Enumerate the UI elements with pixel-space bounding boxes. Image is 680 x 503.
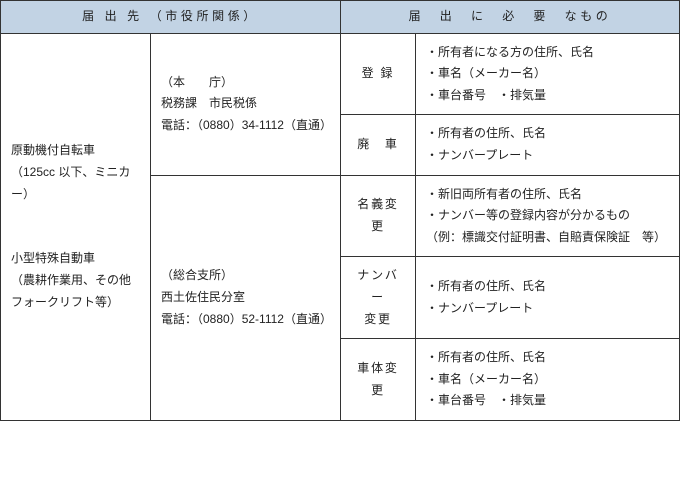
r1-i1: ・所有者になる方の住所、氏名 xyxy=(426,42,669,64)
r5-i3: ・車台番号 ・排気量 xyxy=(426,390,669,412)
req-disposal: ・所有者の住所、氏名 ・ナンバープレート xyxy=(416,115,680,175)
req-numberchange: ・所有者の住所、氏名 ・ナンバープレート xyxy=(416,257,680,339)
header-left: 届 出 先 （市役所関係） xyxy=(1,1,341,34)
r5-i2: ・車名（メーカー名） xyxy=(426,369,669,391)
header-row: 届 出 先 （市役所関係） 届 出 に 必 要 なもの xyxy=(1,1,680,34)
r2-i2: ・ナンバープレート xyxy=(426,145,669,167)
r4-i2: ・ナンバープレート xyxy=(426,298,669,320)
header-right: 届 出 に 必 要 なもの xyxy=(341,1,680,34)
req-registration: ・所有者になる方の住所、氏名 ・車名（メーカー名） ・車台番号 ・排気量 xyxy=(416,33,680,115)
r4-label2: 変更 xyxy=(351,309,405,331)
r3-i3: （例：標識交付証明書、自賠責保険証 等） xyxy=(426,227,669,249)
cat-line1: 原動機付自転車 xyxy=(11,140,140,162)
cat-line3: 小型特殊自動車 xyxy=(11,248,140,270)
r2-i1: ・所有者の住所、氏名 xyxy=(426,123,669,145)
office1-line2: 税務課 市民税係 xyxy=(161,93,330,115)
cat-line4: （農耕作業用、その他フォークリフト等） xyxy=(11,270,140,313)
office-main-cell: （本 庁） 税務課 市民税係 電話：（0880）34-1112（直通） xyxy=(151,33,341,175)
proc-label-disposal: 廃 車 xyxy=(341,115,416,175)
office2-line3: 電話：（0880）52-1112（直通） xyxy=(161,309,330,331)
registration-table: 届 出 先 （市役所関係） 届 出 に 必 要 なもの 原動機付自転車 （125… xyxy=(0,0,680,421)
row-registration: 原動機付自転車 （125cc 以下、ミニカー） 小型特殊自動車 （農耕作業用、そ… xyxy=(1,33,680,115)
r5-i1: ・所有者の住所、氏名 xyxy=(426,347,669,369)
r1-i2: ・車名（メーカー名） xyxy=(426,63,669,85)
cat-line2: （125cc 以下、ミニカー） xyxy=(11,162,140,205)
office1-line3: 電話：（0880）34-1112（直通） xyxy=(161,115,330,137)
proc-label-registration: 登 録 xyxy=(341,33,416,115)
req-bodychange: ・所有者の住所、氏名 ・車名（メーカー名） ・車台番号 ・排気量 xyxy=(416,339,680,421)
r4-i1: ・所有者の住所、氏名 xyxy=(426,276,669,298)
office1-line1: （本 庁） xyxy=(161,72,330,94)
proc-label-bodychange: 車体変更 xyxy=(341,339,416,421)
office-branch-cell: （総合支所） 西土佐住民分室 電話：（0880）52-1112（直通） xyxy=(151,175,341,420)
r3-i1: ・新旧両所有者の住所、氏名 xyxy=(426,184,669,206)
r4-label1: ナンバー xyxy=(351,265,405,308)
proc-label-namechange: 名義変更 xyxy=(341,175,416,257)
vehicle-category-cell: 原動機付自転車 （125cc 以下、ミニカー） 小型特殊自動車 （農耕作業用、そ… xyxy=(1,33,151,420)
office2-line1: （総合支所） xyxy=(161,265,330,287)
proc-label-numberchange: ナンバー 変更 xyxy=(341,257,416,339)
r1-i3: ・車台番号 ・排気量 xyxy=(426,85,669,107)
r3-i2: ・ナンバー等の登録内容が分かるもの xyxy=(426,205,669,227)
office2-line2: 西土佐住民分室 xyxy=(161,287,330,309)
req-namechange: ・新旧両所有者の住所、氏名 ・ナンバー等の登録内容が分かるもの （例：標識交付証… xyxy=(416,175,680,257)
